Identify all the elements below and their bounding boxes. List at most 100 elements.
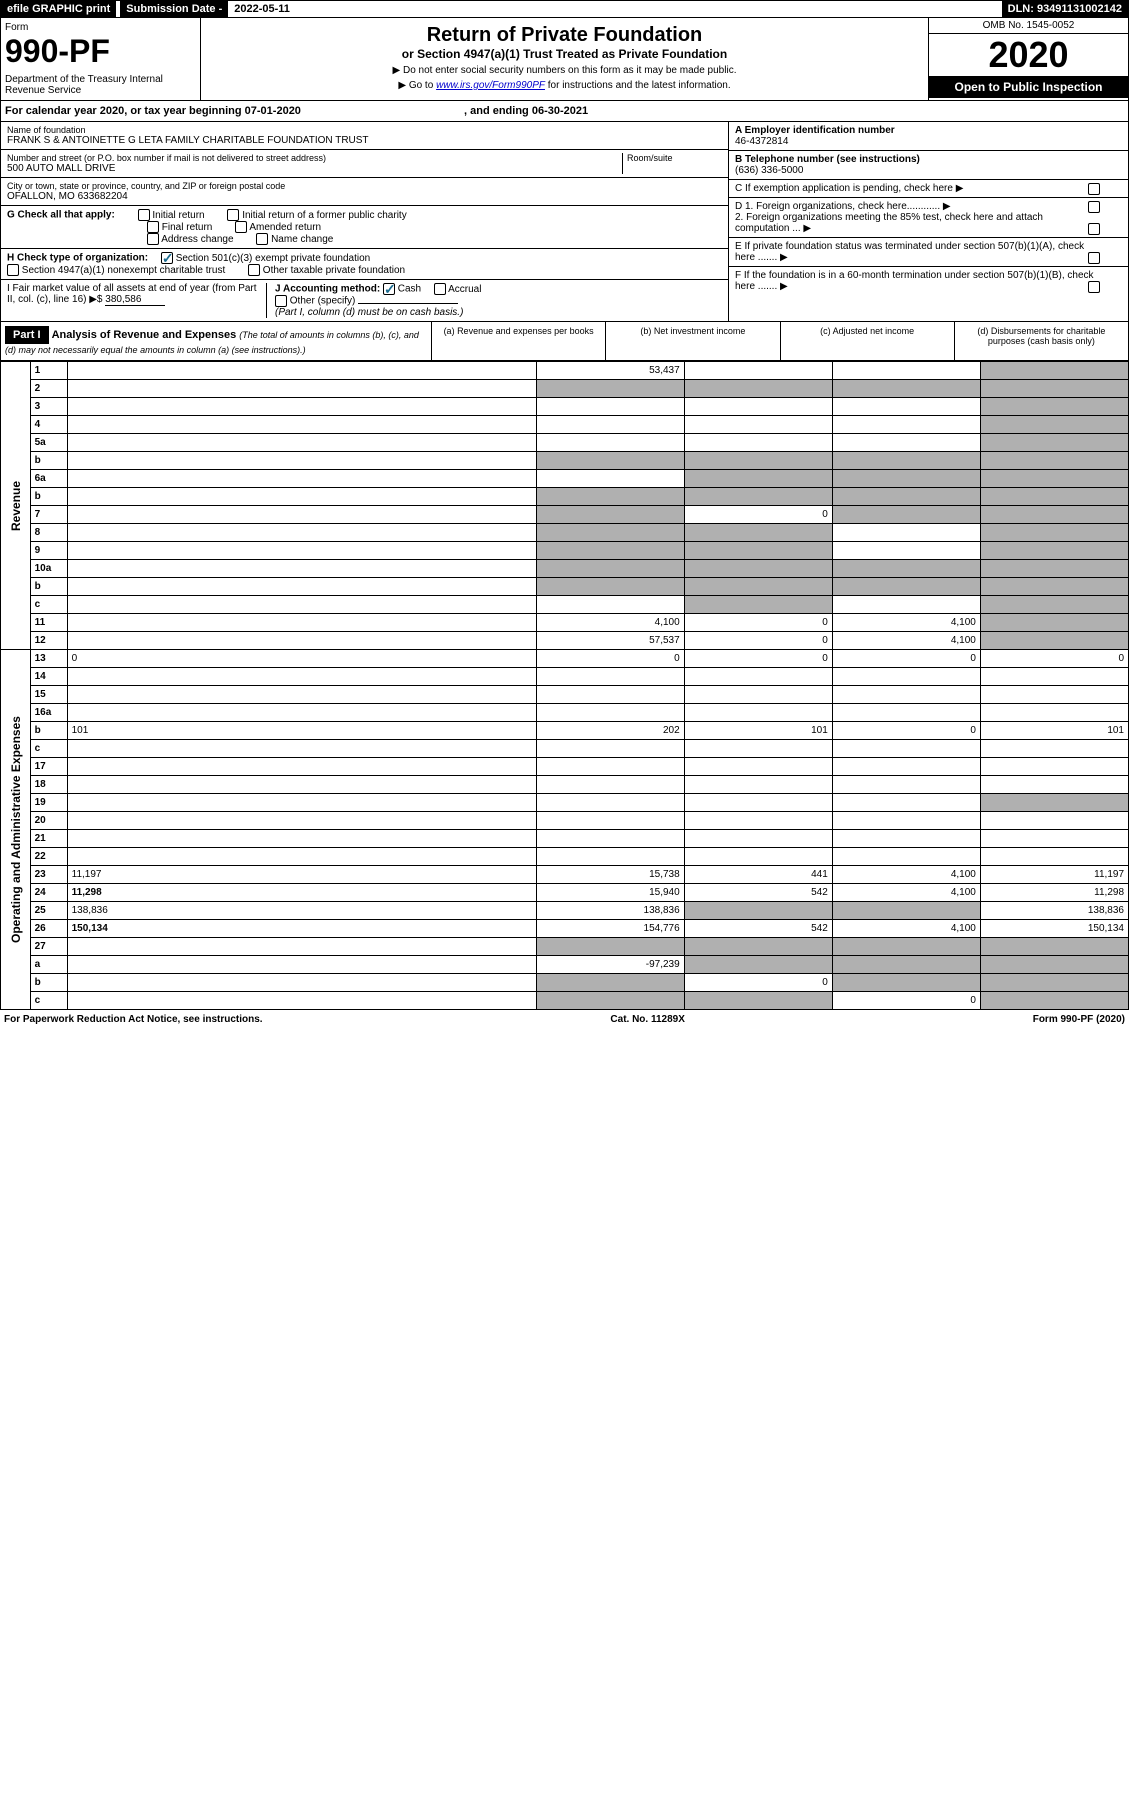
col-b-header: (b) Net investment income bbox=[605, 322, 779, 360]
initial-return-checkbox[interactable] bbox=[138, 209, 150, 221]
form-subtitle: or Section 4947(a)(1) Trust Treated as P… bbox=[207, 47, 922, 61]
phone-cell: B Telephone number (see instructions) (6… bbox=[729, 151, 1128, 180]
amount-cell-b: 0 bbox=[684, 614, 832, 632]
amount-cell-a: 138,836 bbox=[536, 902, 684, 920]
analysis-table: Revenue153,4372345ab6ab708910abc114,1000… bbox=[0, 361, 1129, 1010]
table-row: 70 bbox=[1, 506, 1129, 524]
final-return-checkbox[interactable] bbox=[147, 221, 159, 233]
amount-cell-a bbox=[536, 776, 684, 794]
line-description bbox=[67, 380, 536, 398]
line-description bbox=[67, 974, 536, 992]
amount-cell-a: 4,100 bbox=[536, 614, 684, 632]
amount-cell-b bbox=[684, 686, 832, 704]
amount-cell-d: 0 bbox=[980, 650, 1128, 668]
cash-checkbox[interactable] bbox=[383, 283, 395, 295]
table-row: a-97,239 bbox=[1, 956, 1129, 974]
amount-cell-c bbox=[832, 560, 980, 578]
instructions-link[interactable]: www.irs.gov/Form990PF bbox=[436, 80, 545, 91]
amount-cell-c bbox=[832, 596, 980, 614]
cal-end: 06-30-2021 bbox=[532, 105, 588, 117]
j-label: J Accounting method: bbox=[275, 284, 380, 295]
amount-cell-b bbox=[684, 398, 832, 416]
amount-cell-c bbox=[832, 686, 980, 704]
h-label: H Check type of organization: bbox=[7, 253, 148, 264]
amount-cell-a bbox=[536, 848, 684, 866]
amount-cell-b bbox=[684, 794, 832, 812]
amount-cell-a bbox=[536, 434, 684, 452]
amount-cell-a bbox=[536, 560, 684, 578]
line-number: 3 bbox=[30, 398, 67, 416]
amount-cell-b bbox=[684, 596, 832, 614]
amount-cell-b bbox=[684, 434, 832, 452]
4947a1-checkbox[interactable] bbox=[7, 264, 19, 276]
c-checkbox[interactable] bbox=[1088, 183, 1100, 195]
address-change-checkbox[interactable] bbox=[147, 233, 159, 245]
name-change-checkbox[interactable] bbox=[256, 233, 268, 245]
amount-cell-d: 138,836 bbox=[980, 902, 1128, 920]
table-row: 25138,836138,836138,836 bbox=[1, 902, 1129, 920]
line-number: 5a bbox=[30, 434, 67, 452]
accrual-checkbox[interactable] bbox=[434, 283, 446, 295]
amount-cell-c bbox=[832, 740, 980, 758]
amount-cell-a bbox=[536, 596, 684, 614]
line-number: b bbox=[30, 578, 67, 596]
part1-label: Part I bbox=[5, 326, 49, 344]
table-row: b1012021010101 bbox=[1, 722, 1129, 740]
dln-label: DLN: 93491131002142 bbox=[1002, 1, 1128, 17]
col-d-header: (d) Disbursements for charitable purpose… bbox=[954, 322, 1128, 360]
amount-cell-a bbox=[536, 380, 684, 398]
table-row: b bbox=[1, 488, 1129, 506]
amended-return-checkbox[interactable] bbox=[235, 221, 247, 233]
amount-cell-d bbox=[980, 578, 1128, 596]
phone-label: B Telephone number (see instructions) bbox=[735, 154, 920, 165]
table-row: 6a bbox=[1, 470, 1129, 488]
line-description bbox=[67, 524, 536, 542]
ein-label: A Employer identification number bbox=[735, 125, 895, 136]
line-description bbox=[67, 830, 536, 848]
amount-cell-b bbox=[684, 524, 832, 542]
amount-cell-c bbox=[832, 362, 980, 380]
amount-cell-c: 0 bbox=[832, 722, 980, 740]
line-number: 1 bbox=[30, 362, 67, 380]
table-row: 5a bbox=[1, 434, 1129, 452]
table-row: 27 bbox=[1, 938, 1129, 956]
line-description bbox=[67, 488, 536, 506]
table-row: b bbox=[1, 452, 1129, 470]
amount-cell-d bbox=[980, 362, 1128, 380]
other-taxable-checkbox[interactable] bbox=[248, 264, 260, 276]
initial-return-former-checkbox[interactable] bbox=[227, 209, 239, 221]
line-description: 150,134 bbox=[67, 920, 536, 938]
header-left: Form 990-PF Department of the Treasury I… bbox=[1, 18, 201, 100]
amount-cell-a bbox=[536, 740, 684, 758]
amount-cell-a: -97,239 bbox=[536, 956, 684, 974]
expenses-side-label: Operating and Administrative Expenses bbox=[1, 650, 31, 1010]
efile-label[interactable]: efile GRAPHIC print bbox=[1, 1, 116, 17]
omb-number: OMB No. 1545-0052 bbox=[929, 18, 1128, 34]
f-checkbox[interactable] bbox=[1088, 281, 1100, 293]
line-number: 22 bbox=[30, 848, 67, 866]
line-description bbox=[67, 614, 536, 632]
line-description bbox=[67, 362, 536, 380]
d1-checkbox[interactable] bbox=[1088, 201, 1100, 213]
501c3-checkbox[interactable] bbox=[161, 252, 173, 264]
line-description bbox=[67, 542, 536, 560]
amount-cell-b: 0 bbox=[684, 650, 832, 668]
line-number: c bbox=[30, 596, 67, 614]
amount-cell-a bbox=[536, 488, 684, 506]
e-checkbox[interactable] bbox=[1088, 252, 1100, 264]
line-description bbox=[67, 596, 536, 614]
line-description bbox=[67, 416, 536, 434]
amount-cell-c bbox=[832, 974, 980, 992]
d2-checkbox[interactable] bbox=[1088, 223, 1100, 235]
line-number: 10a bbox=[30, 560, 67, 578]
amount-cell-b bbox=[684, 758, 832, 776]
amount-cell-b bbox=[684, 830, 832, 848]
city-state-zip: OFALLON, MO 633682204 bbox=[7, 191, 722, 202]
amount-cell-a bbox=[536, 452, 684, 470]
amount-cell-a bbox=[536, 578, 684, 596]
table-row: c bbox=[1, 596, 1129, 614]
line-description bbox=[67, 992, 536, 1010]
line-description: 0 bbox=[67, 650, 536, 668]
other-method-checkbox[interactable] bbox=[275, 295, 287, 307]
line-number: 20 bbox=[30, 812, 67, 830]
